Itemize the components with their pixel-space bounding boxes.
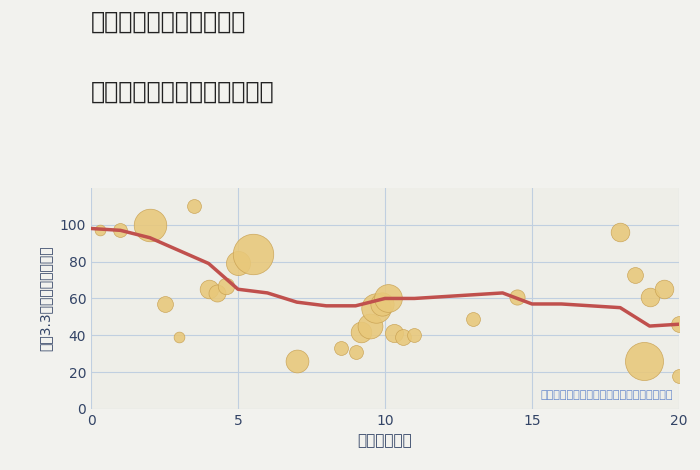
- Point: [212, 289, 223, 297]
- Text: 駅距離別中古マンション価格: 駅距離別中古マンション価格: [91, 80, 274, 104]
- Point: [335, 345, 346, 352]
- Point: [94, 227, 106, 234]
- Point: [370, 304, 382, 312]
- Point: [159, 300, 170, 308]
- Point: [220, 282, 232, 290]
- Point: [638, 357, 650, 365]
- Point: [365, 322, 376, 330]
- Point: [468, 315, 479, 322]
- X-axis label: 駅距離（分）: 駅距離（分）: [358, 433, 412, 448]
- Point: [350, 348, 361, 356]
- Point: [115, 227, 126, 234]
- Point: [377, 300, 388, 308]
- Text: 円の大きさは、取引のあった物件面積を示す: 円の大きさは、取引のあった物件面積を示す: [540, 390, 673, 400]
- Y-axis label: 坪（3.3㎡）単価（万円）: 坪（3.3㎡）単価（万円）: [38, 246, 52, 351]
- Point: [144, 221, 155, 228]
- Point: [382, 295, 393, 302]
- Point: [659, 285, 670, 293]
- Point: [409, 331, 420, 339]
- Point: [174, 333, 185, 341]
- Point: [247, 251, 258, 258]
- Point: [397, 333, 408, 341]
- Point: [203, 285, 214, 293]
- Point: [389, 329, 400, 337]
- Point: [291, 357, 302, 365]
- Text: 岐阜県養老郡養老町豊の: 岐阜県養老郡養老町豊の: [91, 9, 246, 33]
- Point: [512, 293, 523, 300]
- Point: [232, 260, 244, 267]
- Point: [356, 328, 367, 336]
- Point: [188, 203, 199, 210]
- Point: [644, 293, 655, 300]
- Point: [673, 321, 685, 328]
- Point: [629, 271, 641, 278]
- Point: [673, 372, 685, 380]
- Point: [615, 228, 626, 236]
